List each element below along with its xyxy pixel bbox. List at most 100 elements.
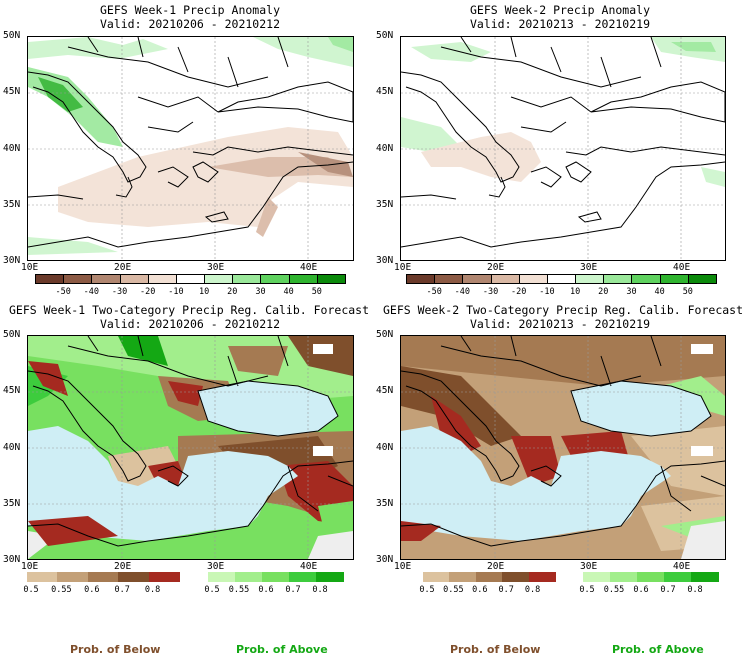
colorbar-label: 0.8: [524, 585, 541, 595]
panel4-valid: Valid: 20210213 - 20210219: [469, 317, 650, 331]
lat-tick-label: 50N: [3, 329, 21, 340]
gridlines: [401, 37, 725, 260]
probability-map-week1: [27, 335, 354, 560]
colorbar-label: 0.6: [84, 585, 100, 595]
colorbar-swatch: [659, 274, 689, 284]
colorbar-label: -40: [83, 287, 100, 297]
anomaly-field: [28, 37, 353, 255]
coastlines-borders: [401, 37, 725, 248]
anomaly-field: [401, 37, 725, 187]
colorbar-label: 0.6: [472, 585, 488, 595]
colorbar-label: 0.8: [687, 585, 703, 595]
colorbar-swatch: [518, 274, 548, 284]
colorbar-label: 0.7: [285, 585, 301, 595]
sea-area: [28, 426, 298, 541]
colorbar-label: 0.5: [23, 585, 39, 595]
lon-tick-label: 20E: [114, 262, 132, 273]
no-data-patch: [691, 446, 713, 456]
lat-tick-label: 35N: [3, 497, 21, 509]
black-sea: [571, 381, 711, 436]
coastlines-borders: [28, 37, 353, 248]
colorbar-swatch: [546, 274, 577, 284]
panel2-valid: Valid: 20210213 - 20210219: [469, 17, 650, 31]
colorbar-label: 0.7: [660, 585, 676, 595]
colorbar-label: 0.6: [633, 585, 649, 595]
colorbar-label: 40: [283, 287, 294, 297]
lat-tick-label: 45N: [376, 385, 394, 397]
anomaly-colorbar-week2: -50 -40 -30 -20 -10 10 20 30 40 50: [406, 274, 717, 298]
coastlines-borders: [28, 336, 353, 547]
colorbar-label: 0.5: [579, 585, 595, 595]
colorbar-swatch: [175, 274, 206, 284]
colorbar-label: 30: [626, 287, 637, 297]
colorbar-label: 20: [227, 287, 238, 297]
lon-tick-label: 40E: [673, 262, 691, 273]
colorbar-swatch: [575, 274, 605, 284]
colorbar-label: -20: [511, 287, 527, 297]
prob-above-label-week2: Prob. of Above: [612, 643, 704, 656]
colorbar-label: 0.6: [258, 585, 274, 595]
black-sea: [198, 381, 338, 436]
panel2-title: GEFS Week-2 Precip Anomaly: [469, 3, 650, 17]
lat-tick-label: 35N: [376, 497, 394, 509]
colorbar-swatch: [208, 572, 236, 582]
lat-tick-label: 40N: [3, 142, 21, 154]
colorbar-swatch: [449, 572, 477, 582]
colorbar-swatch: [603, 274, 633, 284]
lat-tick-label: 50N: [376, 329, 394, 340]
colorbar-swatch: [262, 572, 290, 582]
colorbar-swatch: [610, 572, 638, 582]
lon-tick-label: 10E: [21, 561, 39, 572]
probability-field: [401, 336, 725, 551]
panel3-title: GEFS Week-1 Two-Category Precip Reg. Cal…: [8, 303, 370, 317]
colorbar-label: -10: [539, 287, 555, 297]
panel3-valid: Valid: 20210206 - 20210212: [99, 317, 280, 331]
lat-tick-label: 30N: [376, 255, 394, 266]
lat-tick-label: 30N: [3, 554, 21, 565]
colorbar-label: -30: [482, 287, 499, 297]
lon-tick-label: 10E: [394, 262, 412, 273]
colorbar-swatch: [87, 572, 120, 582]
lat-tick-label: 50N: [376, 30, 394, 41]
lon-tick-label: 30E: [207, 561, 225, 572]
no-data-patch: [313, 446, 333, 456]
colorbar-label: 0.55: [443, 585, 464, 595]
colorbar-label: 0.8: [312, 585, 328, 595]
colorbar-label: -20: [140, 287, 156, 297]
colorbar-swatch: [232, 274, 262, 284]
prob-above-label-week1: Prob. of Above: [236, 643, 328, 656]
colorbar-label: 10: [569, 287, 581, 297]
gridlines: [28, 336, 353, 559]
no-data-area: [28, 531, 353, 559]
colorbar-label: 30: [255, 287, 266, 297]
colorbar-label: 0.5: [419, 585, 435, 595]
colorbar-label: 50: [311, 287, 322, 297]
colorbar-swatch: [528, 572, 556, 582]
colorbar-label: 0.7: [498, 585, 514, 595]
colorbar-label: -50: [55, 287, 71, 297]
colorbar-label: 0.55: [51, 585, 72, 595]
lat-tick-label: 35N: [3, 198, 21, 210]
colorbar-swatch: [204, 274, 234, 284]
colorbar-swatch: [316, 274, 346, 284]
lon-tick-label: 40E: [300, 561, 318, 572]
colorbar-swatch: [118, 572, 150, 582]
lon-tick-label: 40E: [673, 561, 691, 572]
colorbar-swatch: [289, 572, 317, 582]
colorbar-swatch: [583, 572, 611, 582]
lat-tick-label: 35N: [376, 198, 394, 210]
lat-tick-label: 50N: [3, 30, 21, 41]
lon-tick-label: 10E: [394, 561, 412, 572]
prob-below-label-week2: Prob. of Below: [450, 643, 541, 656]
colorbar-label: 0.7: [114, 585, 130, 595]
colorbar-swatch: [502, 572, 530, 582]
colorbar-label: 50: [682, 287, 693, 297]
colorbar-label: 0.55: [228, 585, 250, 595]
lat-tick-label: 40N: [376, 441, 394, 453]
no-data-patch: [691, 344, 713, 354]
colorbar-swatch: [260, 274, 290, 284]
lon-tick-label: 20E: [487, 262, 505, 273]
anomaly-colorbar-week1: -50 -40 -30 -20 -10 10 20 30 40 50: [35, 274, 346, 298]
colorbar-label: -10: [168, 287, 184, 297]
panel4-title: GEFS Week-2 Two-Category Precip Reg. Cal…: [382, 303, 744, 317]
